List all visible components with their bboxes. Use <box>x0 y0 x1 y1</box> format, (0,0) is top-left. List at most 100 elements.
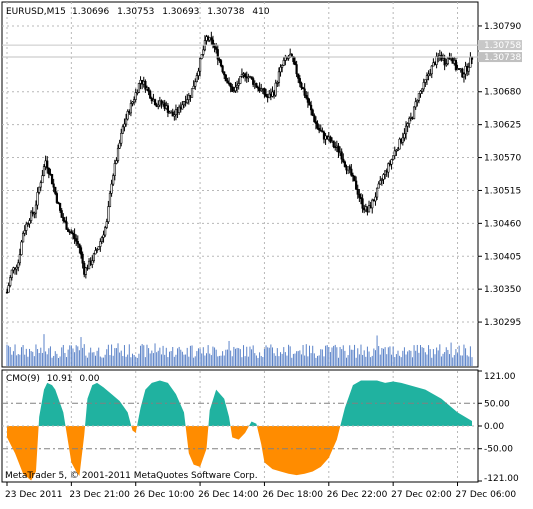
candle-body <box>136 92 139 94</box>
candle-body <box>308 102 311 106</box>
candle-body <box>218 58 221 61</box>
time-tick-label: 23 Dec 2011 <box>5 490 63 500</box>
price-level-label: 1.30738 <box>484 53 521 63</box>
candle-body <box>118 142 121 149</box>
candle-body <box>401 137 404 143</box>
candle-body <box>350 168 353 176</box>
candle-body <box>231 86 234 92</box>
indicator-label: CMO(9) 10.91 0.00 <box>6 374 100 384</box>
candle-body <box>137 83 141 93</box>
candle-body <box>406 123 409 127</box>
price-tick-label: 1.30515 <box>484 186 521 196</box>
time-tick-label: 26 Dec 18:00 <box>262 490 323 500</box>
candle-body <box>76 241 79 245</box>
indicator-tick-label: 50.00 <box>484 399 510 409</box>
candle-body <box>102 234 105 238</box>
candle-body <box>92 253 95 261</box>
candle-body <box>131 101 134 104</box>
candle-body <box>79 247 83 255</box>
ohlc-open: 1.30696 <box>72 7 109 17</box>
candle-body <box>461 68 464 78</box>
candle-body <box>160 100 163 105</box>
candle-body <box>20 241 23 255</box>
volume-bars <box>6 334 473 366</box>
candle-body <box>97 246 100 250</box>
candle-body <box>54 186 57 194</box>
candle-body <box>134 92 137 100</box>
candle-body <box>292 56 295 63</box>
candle-body <box>107 206 110 222</box>
candle-body <box>380 179 383 181</box>
candle-body <box>113 163 116 176</box>
candle-body <box>96 249 99 251</box>
candle-body <box>10 269 13 278</box>
candles <box>5 31 474 294</box>
candle-body <box>387 163 390 173</box>
candle-body <box>221 65 224 73</box>
candle-body <box>454 60 458 70</box>
candle-body <box>42 166 46 176</box>
candle-body <box>33 212 36 215</box>
price-tick-label: 1.30790 <box>484 22 521 32</box>
candle-body <box>282 60 285 66</box>
candle-body <box>398 138 401 150</box>
candle-body <box>78 243 81 249</box>
candle-body <box>377 183 380 189</box>
candle-body <box>84 267 87 275</box>
time-tick-label: 26 Dec 10:00 <box>134 490 195 500</box>
candle-body <box>421 88 424 92</box>
candle-body <box>108 192 112 207</box>
ohlc-high: 1.30753 <box>117 7 154 17</box>
cmo-levels <box>2 402 478 450</box>
candle-body <box>70 231 73 234</box>
cmo-area <box>7 380 472 481</box>
indicator-tick-label: -121.00 <box>484 474 519 484</box>
candle-body <box>404 125 408 135</box>
candle-body <box>329 136 332 143</box>
candle-body <box>305 95 308 99</box>
candle-body <box>417 93 421 101</box>
candle-body <box>240 74 244 77</box>
price-lines <box>2 44 478 58</box>
candle-body <box>202 49 205 55</box>
candle-body <box>322 131 326 140</box>
candle-body <box>34 204 38 214</box>
candle-body <box>232 90 235 93</box>
candle-body <box>210 37 213 41</box>
price-tick-label: 1.30625 <box>484 121 521 131</box>
candle-body <box>186 99 189 104</box>
candle-body <box>144 80 147 90</box>
candle-body <box>200 54 203 59</box>
candle-body <box>356 188 359 195</box>
candle-body <box>403 133 406 139</box>
candle-body <box>422 82 425 90</box>
candle-body <box>443 58 446 66</box>
time-tick-label: 27 Dec 02:00 <box>391 490 452 500</box>
time-tick-label: 23 Dec 21:00 <box>69 490 130 500</box>
price-level-label: 1.30758 <box>484 41 521 51</box>
candle-body <box>419 90 422 94</box>
candle-body <box>244 73 247 77</box>
candle-body <box>337 145 340 153</box>
candle-body <box>430 65 433 75</box>
candle-body <box>104 227 107 236</box>
candle-body <box>263 88 266 95</box>
candle-body <box>255 83 258 88</box>
cmo-negative-area <box>7 426 472 481</box>
candle-body <box>73 233 76 239</box>
indicator-tick-label: 121.00 <box>484 372 516 382</box>
candle-body <box>446 57 449 65</box>
candle-body <box>198 58 202 72</box>
candle-body <box>195 75 198 83</box>
candle-body <box>310 104 313 111</box>
price-tick-label: 1.30680 <box>484 88 521 98</box>
candle-body <box>166 105 169 113</box>
candle-body <box>250 76 253 79</box>
indicator-tick-label: 0.00 <box>484 422 504 432</box>
candle-body <box>157 104 160 107</box>
cmo-value: 10.91 <box>47 374 73 384</box>
bar-count: 410 <box>252 7 269 17</box>
candle-body <box>192 85 195 89</box>
candle-body <box>340 151 343 160</box>
candle-body <box>87 260 91 270</box>
